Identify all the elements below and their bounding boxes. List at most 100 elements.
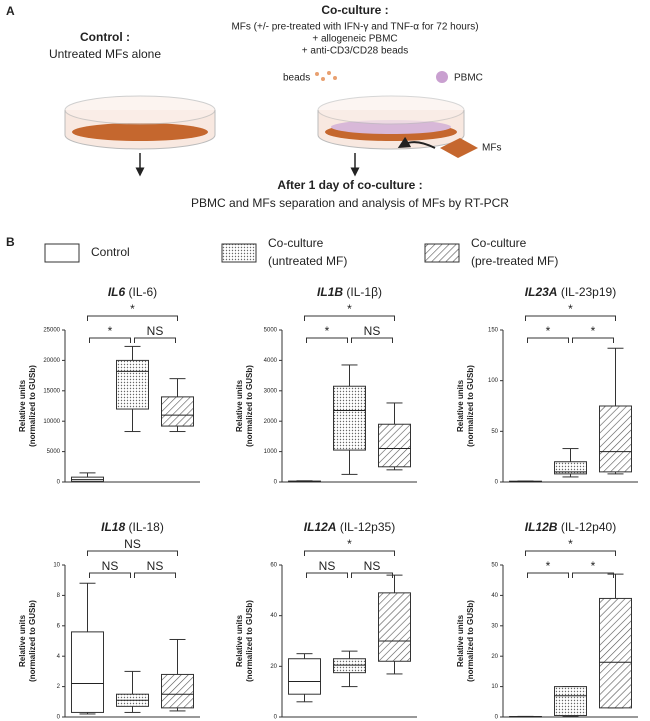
y-tick-label: 30 [491, 623, 498, 629]
legend-swatch [44, 243, 80, 263]
significance-bracket [306, 572, 348, 578]
significance-bracket [351, 337, 393, 343]
y-axis-label: (normalized to GUSb) [28, 600, 37, 682]
significance-label: NS [124, 537, 141, 551]
gene-name: IL12A [304, 520, 337, 534]
dish-coculture [317, 95, 465, 150]
y-tick-label: 0 [274, 715, 278, 721]
y-tick-label: 0 [495, 715, 499, 721]
y-axis-label: Relative units [18, 379, 27, 432]
gene-name: IL23A [525, 285, 558, 299]
significance-bracket [134, 337, 176, 343]
significance-bracket [304, 315, 395, 321]
box [288, 658, 321, 695]
y-axis-label: (normalized to GUSb) [466, 365, 475, 447]
y-tick-label: 5000 [264, 328, 278, 334]
protein-name: (IL-23p19) [561, 285, 616, 299]
y-tick-label: 100 [488, 378, 499, 384]
y-tick-label: 6 [57, 623, 61, 629]
y-axis-label: Relative units [235, 614, 244, 667]
y-axis-label: (normalized to GUSb) [28, 365, 37, 447]
significance-bracket [89, 337, 131, 343]
protein-name: (IL-6) [129, 285, 158, 299]
y-tick-label: 50 [491, 563, 498, 569]
y-tick-label: 2000 [264, 419, 278, 425]
protein-name: (IL-12p35) [340, 520, 395, 534]
y-tick-label: 5000 [47, 449, 61, 455]
box [378, 592, 411, 662]
significance-bracket [306, 337, 348, 343]
significance-bracket [527, 572, 569, 578]
box [333, 385, 366, 451]
significance-bracket [572, 572, 614, 578]
significance-bracket [87, 550, 178, 556]
y-tick-label: 0 [274, 480, 278, 486]
box [554, 686, 587, 716]
after-text: PBMC and MFs separation and analysis of … [191, 196, 509, 210]
y-axis-label: Relative units [235, 379, 244, 432]
y-tick-label: 3000 [264, 388, 278, 394]
y-tick-label: 0 [57, 480, 61, 486]
y-tick-label: 2 [57, 684, 61, 690]
chart-title: IL1B (IL-1β) [317, 285, 382, 299]
box [161, 673, 194, 709]
y-tick-label: 10 [491, 684, 498, 690]
legend-label: Co-culture [471, 236, 527, 250]
significance-label: * [546, 559, 551, 573]
y-tick-label: 60 [270, 563, 277, 569]
box [161, 396, 194, 427]
y-tick-label: 25000 [43, 328, 60, 334]
chart-title: IL23A (IL-23p19) [525, 285, 616, 299]
significance-label: NS [364, 559, 381, 573]
y-tick-label: 20 [270, 664, 277, 670]
coculture-title: Co-culture : [321, 3, 388, 17]
significance-bracket [134, 572, 176, 578]
y-tick-label: 1000 [264, 449, 278, 455]
significance-label: * [130, 302, 135, 316]
y-axis-label: Relative units [456, 614, 465, 667]
chart-title: IL18 (IL-18) [101, 520, 164, 534]
significance-label: * [591, 324, 596, 338]
pbmc-label: PBMC [454, 73, 483, 84]
significance-label: * [568, 537, 573, 551]
y-tick-label: 150 [488, 328, 499, 334]
significance-label: NS [364, 324, 381, 338]
gene-name: IL18 [101, 520, 125, 534]
mfs-label: MFs [482, 143, 501, 154]
beads-label: beads [283, 73, 310, 84]
significance-bracket [525, 315, 616, 321]
y-axis-label: Relative units [456, 379, 465, 432]
y-tick-label: 40 [270, 613, 277, 619]
significance-bracket [572, 337, 614, 343]
significance-label: * [591, 559, 596, 573]
significance-label: NS [147, 324, 164, 338]
y-tick-label: 50 [491, 429, 498, 435]
significance-label: * [347, 302, 352, 316]
pbmc-icon [436, 71, 448, 83]
y-axis-label: Relative units [18, 614, 27, 667]
y-tick-label: 40 [491, 593, 498, 599]
control-text: Untreated MFs alone [49, 47, 161, 61]
significance-bracket [527, 337, 569, 343]
legend-swatch [221, 243, 257, 263]
y-tick-label: 10000 [43, 419, 60, 425]
box [333, 658, 366, 674]
legend-label: (pre-treated MF) [471, 254, 558, 268]
beads-icon [315, 71, 337, 81]
y-tick-label: 20 [491, 654, 498, 660]
mfs-icon [440, 138, 478, 158]
significance-label: * [347, 537, 352, 551]
significance-label: * [325, 324, 330, 338]
chart-title: IL12B (IL-12p40) [525, 520, 616, 534]
y-tick-label: 0 [57, 715, 61, 721]
panel-label: A [6, 4, 15, 18]
box [378, 423, 411, 468]
y-tick-label: 15000 [43, 388, 60, 394]
box [599, 597, 632, 709]
significance-label: NS [147, 559, 164, 573]
gene-name: IL6 [108, 285, 126, 299]
significance-label: * [568, 302, 573, 316]
y-axis-label: (normalized to GUSb) [245, 600, 254, 682]
legend-label: (untreated MF) [268, 254, 347, 268]
